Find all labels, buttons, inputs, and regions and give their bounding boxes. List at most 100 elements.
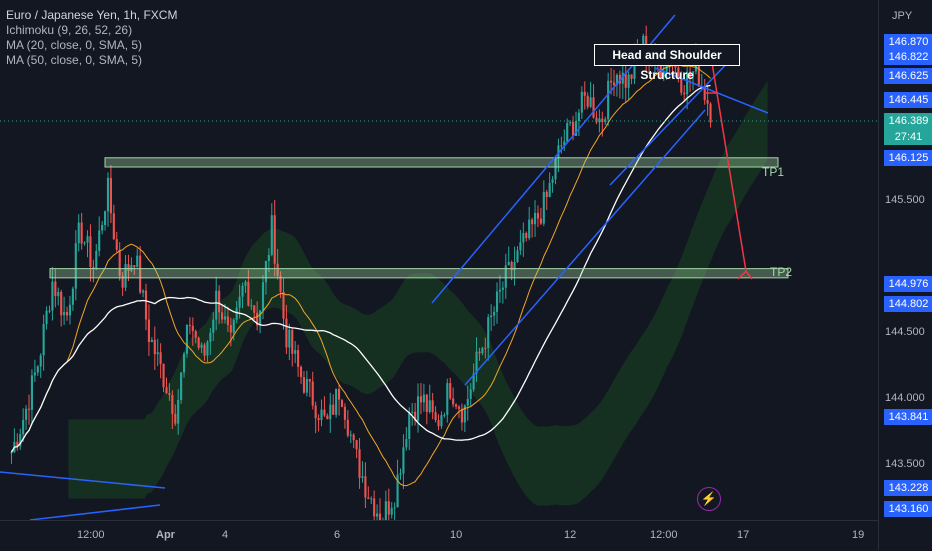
candle-body [566,123,569,142]
tp1-label[interactable]: TP1 [762,165,785,179]
candle-body [80,222,83,244]
candle-body [457,406,461,409]
symbol-title[interactable]: Euro / Japanese Yen, 1h, FXCM [6,8,178,22]
candle-body [469,389,472,399]
support-zone-tp1 [104,157,779,168]
candle-body [431,400,434,413]
pattern-label[interactable]: Head and Shoulder Structure [594,44,740,82]
candle-body [299,366,303,378]
candle-body [104,211,107,225]
candle-body [589,97,592,107]
ichimoku-cloud [68,80,768,506]
time-tick: 4 [222,529,229,541]
candle-body [604,119,607,123]
candle-body [174,413,177,424]
candle-body [384,501,387,522]
candle-body [92,266,95,269]
candle-body [223,316,227,320]
candle-body [83,242,86,244]
candle-body [109,177,112,214]
candle-body [247,281,250,306]
candle-body [276,263,279,276]
lightning-icon[interactable]: ⚡ [697,487,721,511]
candle-body [317,418,320,420]
price-tick: 144.000 [885,392,925,405]
candle-body [200,344,203,348]
trend-line [464,109,706,386]
candle-body [689,71,692,78]
candle-body [302,377,306,393]
candle-body [440,415,443,427]
candle-body [218,290,221,313]
candle-body [393,507,396,509]
candle-body [443,414,446,416]
candle-body [416,396,420,421]
candle-body [598,118,601,123]
candle-body [253,305,256,313]
candle-body [127,264,130,271]
candle-body [519,242,522,251]
candle-body [185,325,189,354]
candle-body [147,319,150,343]
candle-body [507,262,510,266]
candle-body [118,249,121,276]
time-tick: 12:00 [650,529,678,541]
candle-body [525,233,528,239]
candle-body [449,383,452,399]
time-tick: 12:00 [77,529,105,541]
candle-body [291,329,294,354]
candle-body [39,355,42,367]
candle-body [48,310,51,312]
candle-body [264,261,267,283]
support-zone-tp2 [49,268,789,279]
candle-body [680,78,683,93]
candle-body [624,72,627,88]
candle-body [203,344,206,356]
candle-body [490,315,493,318]
time-axis[interactable]: 12:00 Apr 4 6 10 12 12:00 17 19 [0,520,878,551]
price-tick: 145.500 [885,194,925,207]
candle-body [390,508,393,515]
candle-body [475,351,478,374]
candle-body [551,179,554,183]
price-box: 146.389 [884,113,932,129]
ichimoku-legend[interactable]: Ichimoku (9, 26, 52, 26) [6,23,133,37]
candle-body [361,476,364,478]
ma20-legend[interactable]: MA (20, close, 0, SMA, 5) [6,38,143,52]
trend-line [0,471,166,489]
price-box: 146.870 [884,34,932,50]
candle-body [130,265,133,271]
candle-body [683,92,686,95]
candle-body [332,404,335,415]
price-axis[interactable]: 145.500 144.500 144.000 143.500 146.870 146.8… [878,0,932,550]
candle-body [411,411,414,413]
candle-body [256,312,259,326]
ma50-legend[interactable]: MA (50, close, 0, SMA, 5) [6,53,143,67]
candle-body [697,58,700,87]
candle-body [19,434,22,447]
candle-body [378,513,382,523]
candle-body [569,122,572,124]
candle-body [498,289,501,292]
candle-body [703,86,706,101]
candle-body [194,330,197,338]
candle-body [642,35,645,51]
candle-body [65,312,69,316]
drawings [0,14,789,521]
candle-body [323,409,326,416]
candle-body [481,347,484,354]
candle-body [30,375,33,410]
candle-body [221,312,224,320]
candle-body [27,408,31,410]
candle-body [226,316,229,326]
candle-body [396,474,399,508]
candle-body [352,434,355,441]
candle-body [329,404,332,420]
tp2-label[interactable]: TP2 [770,265,793,279]
candle-body [188,325,191,327]
candle-body [270,215,273,255]
candle-body [279,275,282,292]
candle-body [627,74,630,88]
candle-body [674,64,677,68]
